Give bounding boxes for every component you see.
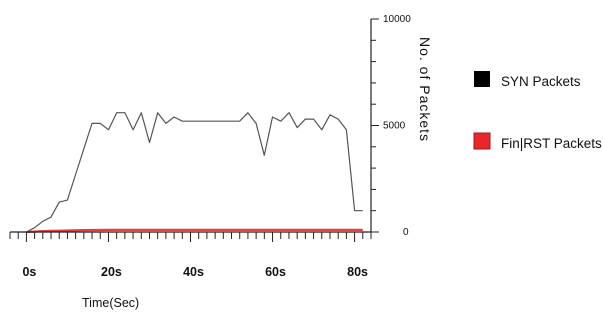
series-line-0 — [26, 112, 363, 233]
legend-label-syn: SYN Packets — [501, 74, 581, 89]
x-tick-label: 80s — [347, 265, 368, 279]
x-tick-label: 0s — [22, 265, 36, 279]
legend-swatch-fin-rst — [473, 132, 491, 150]
legend: SYN Packets Fin|RST Packets — [473, 71, 602, 151]
y-tick-label: 10000 — [383, 14, 411, 25]
legend-swatch-syn — [474, 71, 490, 87]
legend-label-fin-rst: Fin|RST Packets — [501, 136, 602, 151]
x-axis: 0s 20s 40s 60s 80s — [9, 231, 372, 279]
x-axis-label: Time(Sec) — [82, 296, 139, 310]
y-axis-label: No. of Packets — [417, 37, 433, 142]
series-line-1 — [26, 228, 363, 234]
y-axis: 0 5000 10000 — [370, 14, 411, 238]
plot-area — [26, 112, 363, 234]
y-tick-label: 5000 — [383, 121, 406, 132]
y-tick-label: 0 — [403, 227, 409, 238]
x-tick-label: 60s — [265, 265, 286, 279]
x-tick-label: 40s — [183, 265, 204, 279]
x-tick-label: 20s — [101, 265, 122, 279]
